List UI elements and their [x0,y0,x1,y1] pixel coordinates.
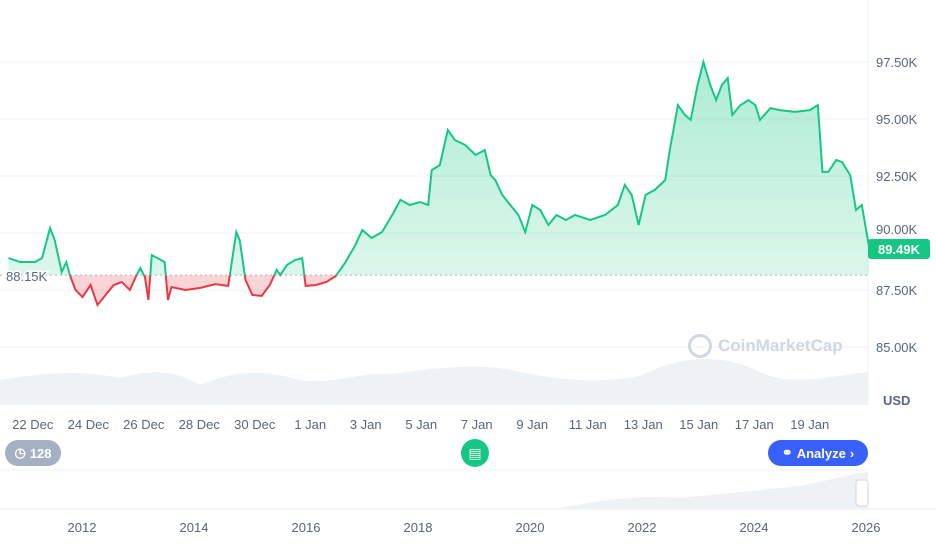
navigator-tick-label: 2020 [516,520,545,535]
navigator-area [0,472,868,508]
document-icon: ▤ [468,444,482,461]
x-tick-label: 24 Dec [68,417,110,432]
y-tick-label: 92.50K [876,169,918,184]
navigator-handle[interactable] [855,479,869,507]
y-tick-label: 97.50K [876,55,918,70]
x-tick-label: 28 Dec [179,417,221,432]
navigator-tick-label: 2022 [628,520,657,535]
navigator-tick-label: 2012 [68,520,97,535]
volume-area [0,358,868,405]
baseline-label: 88.15K [6,269,48,284]
history-clock-icon: ◷ [14,445,26,460]
y-tick-label: 85.00K [876,340,918,355]
y-tick-label: 87.50K [876,283,918,298]
x-tick-label: 30 Dec [234,417,276,432]
x-tick-label: 17 Jan [735,417,774,432]
news-document-button[interactable]: ▤ [461,439,489,467]
down-fill-area [8,275,869,305]
current-price-tag: 89.49K [868,239,930,259]
analyze-icon: ⚭ [781,445,793,460]
up-fill-area [8,62,869,276]
x-tick-label: 19 Jan [790,417,829,432]
x-tick-label: 26 Dec [123,417,165,432]
chevron-right-icon: › [849,445,855,461]
x-tick-label: 9 Jan [516,417,548,432]
analyze-button[interactable]: ⚭ Analyze › [768,440,868,466]
history-button[interactable]: ◷ 128 [5,440,61,466]
y-tick-label: 90.00K [876,222,918,237]
y-tick-label: 95.00K [876,112,918,127]
watermark: CoinMarketCap [688,334,843,358]
navigator-tick-label: 2016 [292,520,321,535]
x-tick-label: 7 Jan [461,417,493,432]
x-tick-label: 22 Dec [12,417,54,432]
x-tick-label: 1 Jan [294,417,326,432]
navigator-tick-label: 2024 [740,520,769,535]
navigator-tick-label: 2014 [180,520,209,535]
coinmarketcap-logo-icon [688,334,712,358]
price-line-up [8,58,870,276]
x-tick-label: 15 Jan [679,417,718,432]
currency-label: USD [883,393,910,408]
navigator-tick-label: 2018 [404,520,433,535]
x-tick-label: 5 Jan [405,417,437,432]
x-tick-label: 3 Jan [350,417,382,432]
x-tick-label: 11 Jan [569,417,607,432]
x-tick-label: 13 Jan [624,417,663,432]
navigator-tick-label: 2026 [852,520,881,535]
